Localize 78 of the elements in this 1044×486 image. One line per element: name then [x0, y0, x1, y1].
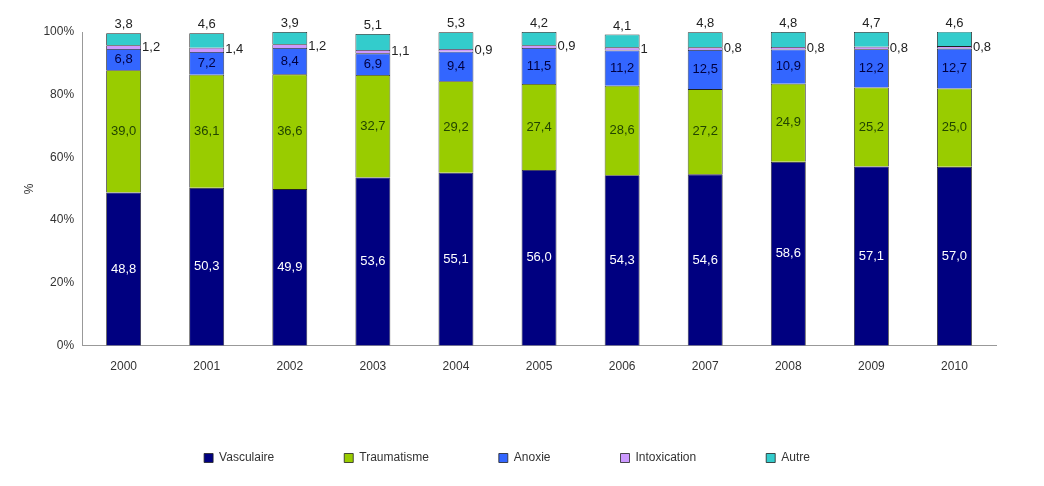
- data-label: 3,9: [280, 15, 299, 31]
- x-tick-label: 2001: [193, 359, 221, 374]
- data-label: 54,6: [692, 251, 718, 267]
- data-label: 12,2: [858, 59, 885, 75]
- data-label: 1: [640, 40, 648, 56]
- y-tick-label: 20%: [50, 275, 75, 290]
- legend-label: Autre: [781, 450, 811, 465]
- data-label: 4,6: [945, 14, 964, 30]
- data-label: 55,1: [443, 250, 469, 266]
- data-label: 57,0: [941, 247, 968, 263]
- x-tick-label: 2010: [941, 359, 969, 374]
- x-tick-label: 2006: [608, 359, 636, 374]
- x-tick-label: 2009: [858, 359, 886, 374]
- x-tick-label: 2008: [774, 359, 802, 374]
- y-tick-label: 0%: [56, 337, 75, 352]
- data-label: 49,9: [277, 258, 303, 274]
- x-tick-label: 2007: [691, 359, 719, 374]
- data-label: 0,8: [972, 38, 991, 54]
- data-label: 11,2: [609, 59, 635, 75]
- data-label: 50,3: [194, 258, 220, 274]
- data-label: 39,0: [110, 122, 137, 138]
- data-label: 12,7: [941, 60, 968, 76]
- legend-label: Vasculaire: [219, 450, 275, 465]
- x-tick-label: 2005: [525, 359, 553, 374]
- data-label: 0,9: [474, 41, 493, 57]
- x-tick-label: 2000: [110, 359, 138, 374]
- data-label: 5,1: [363, 16, 382, 32]
- data-label: 53,6: [360, 253, 386, 269]
- y-axis-title: %: [21, 183, 36, 195]
- data-label: 4,8: [779, 15, 798, 31]
- x-tick-label: 2002: [276, 359, 304, 374]
- data-label: 1,1: [391, 43, 410, 59]
- data-label: 58,6: [775, 245, 801, 261]
- data-label: 1,2: [308, 37, 327, 53]
- data-label: 8,4: [280, 52, 299, 68]
- data-label: 57,1: [858, 247, 885, 263]
- data-label: 25,0: [941, 119, 968, 135]
- data-label: 10,9: [775, 58, 801, 74]
- data-label: 36,6: [277, 123, 303, 139]
- data-label: 4,2: [530, 15, 549, 31]
- data-label: 27,4: [526, 118, 552, 134]
- data-label: 9,4: [446, 58, 465, 74]
- data-label: 12,5: [692, 61, 718, 77]
- data-label: 4,1: [613, 17, 632, 33]
- data-label: 56,0: [526, 249, 552, 265]
- data-label: 4,7: [862, 15, 881, 31]
- legend-label: Anoxie: [513, 450, 551, 465]
- data-label: 1,4: [225, 41, 244, 57]
- data-label: 6,9: [363, 55, 382, 71]
- data-label: 3,8: [114, 16, 133, 32]
- legend-label: Intoxication: [635, 450, 697, 465]
- data-label: 0,9: [557, 38, 576, 54]
- data-label: 27,2: [692, 123, 718, 139]
- y-tick-label: 40%: [50, 212, 75, 227]
- data-label: 32,7: [360, 117, 386, 133]
- data-label: 36,1: [194, 122, 220, 138]
- data-label: 11,5: [526, 57, 552, 73]
- x-tick-label: 2003: [359, 359, 387, 374]
- data-label: 25,2: [858, 118, 885, 134]
- y-tick-label: 60%: [50, 149, 75, 164]
- data-label: 54,3: [609, 252, 635, 268]
- data-label: 28,6: [609, 122, 635, 138]
- data-label: 5,3: [446, 15, 465, 31]
- y-tick-label: 100%: [43, 24, 75, 39]
- data-label: 48,8: [110, 260, 137, 276]
- data-label: 24,9: [775, 114, 801, 130]
- data-label: 0,8: [806, 39, 825, 55]
- data-label: 0,8: [889, 39, 908, 55]
- x-tick-label: 2004: [442, 359, 470, 374]
- y-tick-label: 80%: [50, 87, 75, 102]
- data-label: 0,8: [723, 40, 742, 56]
- data-label: 1,2: [142, 38, 161, 54]
- data-label: 6,8: [114, 51, 133, 67]
- data-label: 29,2: [443, 118, 469, 134]
- legend-label: Traumatisme: [359, 450, 430, 465]
- data-label: 4,8: [696, 15, 715, 31]
- data-label: 7,2: [197, 54, 216, 70]
- data-label: 4,6: [197, 16, 216, 32]
